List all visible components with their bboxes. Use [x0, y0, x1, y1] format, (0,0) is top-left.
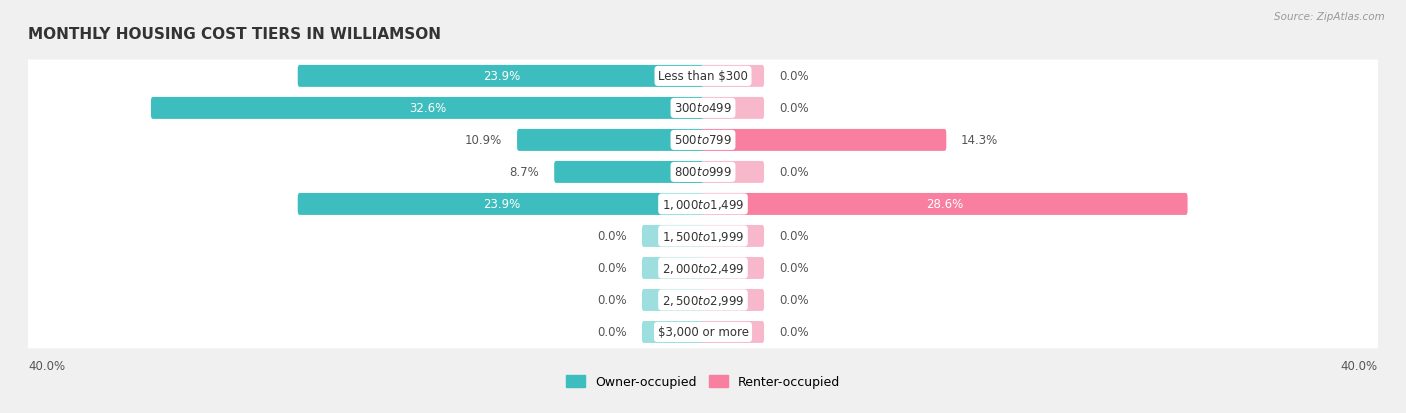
- FancyBboxPatch shape: [702, 193, 1188, 216]
- FancyBboxPatch shape: [702, 257, 763, 279]
- Text: 23.9%: 23.9%: [482, 198, 520, 211]
- Text: $800 to $999: $800 to $999: [673, 166, 733, 179]
- Text: 40.0%: 40.0%: [1341, 359, 1378, 372]
- FancyBboxPatch shape: [21, 284, 1385, 316]
- Text: 0.0%: 0.0%: [779, 70, 808, 83]
- Text: 0.0%: 0.0%: [779, 262, 808, 275]
- FancyBboxPatch shape: [554, 161, 704, 183]
- Text: Source: ZipAtlas.com: Source: ZipAtlas.com: [1274, 12, 1385, 22]
- FancyBboxPatch shape: [21, 93, 1385, 125]
- Text: $1,500 to $1,999: $1,500 to $1,999: [662, 229, 744, 243]
- Text: 28.6%: 28.6%: [925, 198, 963, 211]
- Text: 14.3%: 14.3%: [962, 134, 998, 147]
- Text: $300 to $499: $300 to $499: [673, 102, 733, 115]
- FancyBboxPatch shape: [21, 188, 1385, 221]
- Text: 0.0%: 0.0%: [598, 326, 627, 339]
- FancyBboxPatch shape: [21, 316, 1385, 349]
- FancyBboxPatch shape: [150, 98, 704, 120]
- FancyBboxPatch shape: [643, 321, 704, 343]
- FancyBboxPatch shape: [517, 130, 704, 152]
- Text: 0.0%: 0.0%: [598, 294, 627, 307]
- FancyBboxPatch shape: [643, 289, 704, 311]
- FancyBboxPatch shape: [298, 66, 704, 88]
- FancyBboxPatch shape: [21, 252, 1385, 285]
- Text: 0.0%: 0.0%: [598, 262, 627, 275]
- Text: 23.9%: 23.9%: [482, 70, 520, 83]
- Text: MONTHLY HOUSING COST TIERS IN WILLIAMSON: MONTHLY HOUSING COST TIERS IN WILLIAMSON: [28, 26, 441, 41]
- Text: 0.0%: 0.0%: [779, 294, 808, 307]
- Legend: Owner-occupied, Renter-occupied: Owner-occupied, Renter-occupied: [561, 370, 845, 393]
- Text: 0.0%: 0.0%: [779, 326, 808, 339]
- Text: 0.0%: 0.0%: [598, 230, 627, 243]
- FancyBboxPatch shape: [702, 66, 763, 88]
- Text: 10.9%: 10.9%: [465, 134, 502, 147]
- Text: $1,000 to $1,499: $1,000 to $1,499: [662, 197, 744, 211]
- Text: 8.7%: 8.7%: [509, 166, 540, 179]
- FancyBboxPatch shape: [702, 289, 763, 311]
- FancyBboxPatch shape: [702, 98, 763, 120]
- FancyBboxPatch shape: [702, 225, 763, 247]
- Text: 40.0%: 40.0%: [28, 359, 65, 372]
- FancyBboxPatch shape: [21, 124, 1385, 157]
- Text: $2,000 to $2,499: $2,000 to $2,499: [662, 261, 744, 275]
- FancyBboxPatch shape: [643, 225, 704, 247]
- Text: 32.6%: 32.6%: [409, 102, 447, 115]
- FancyBboxPatch shape: [702, 321, 763, 343]
- Text: $3,000 or more: $3,000 or more: [658, 326, 748, 339]
- FancyBboxPatch shape: [21, 220, 1385, 253]
- FancyBboxPatch shape: [21, 156, 1385, 189]
- Text: $2,500 to $2,999: $2,500 to $2,999: [662, 293, 744, 307]
- Text: 0.0%: 0.0%: [779, 166, 808, 179]
- FancyBboxPatch shape: [298, 193, 704, 216]
- FancyBboxPatch shape: [702, 130, 946, 152]
- FancyBboxPatch shape: [643, 257, 704, 279]
- Text: Less than $300: Less than $300: [658, 70, 748, 83]
- FancyBboxPatch shape: [21, 60, 1385, 93]
- Text: 0.0%: 0.0%: [779, 102, 808, 115]
- Text: 0.0%: 0.0%: [779, 230, 808, 243]
- Text: $500 to $799: $500 to $799: [673, 134, 733, 147]
- FancyBboxPatch shape: [702, 161, 763, 183]
